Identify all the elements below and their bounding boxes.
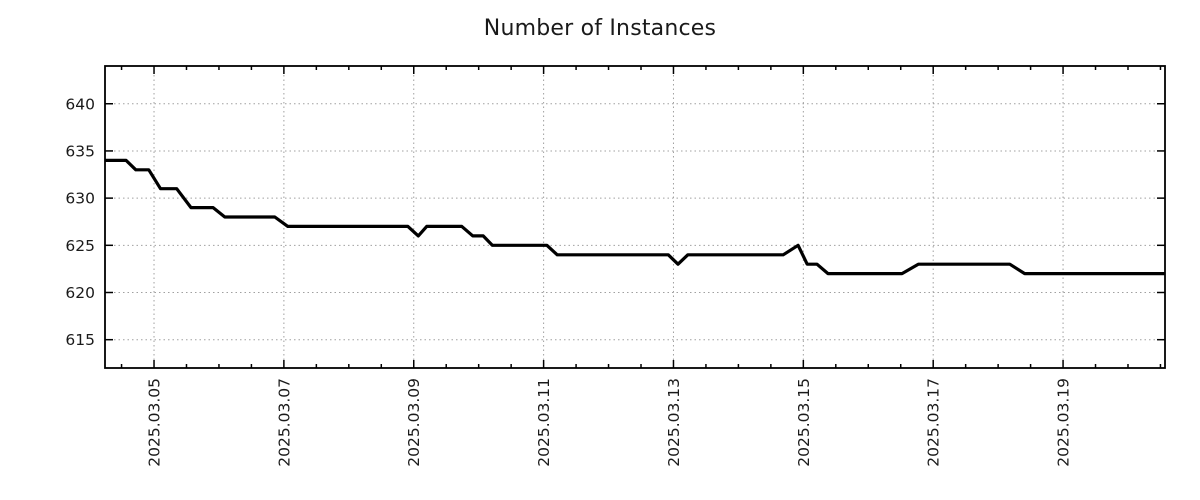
y-tick-label: 635 [65,142,95,160]
y-tick-label: 615 [65,331,95,349]
chart-title: Number of Instances [483,16,717,41]
x-tick-label: 2025.03.07 [275,378,293,467]
x-tick-label: 2025.03.11 [535,378,553,467]
y-tick-label: 625 [65,237,95,255]
data-line-instances [105,158,1165,276]
x-tick-label: 2025.03.19 [1055,378,1073,467]
y-tick-label: 620 [65,284,95,302]
x-tick-label: 2025.03.09 [405,378,423,467]
y-tick-label: 630 [65,190,95,208]
y-tick-label: 640 [65,95,95,113]
x-tick-label: 2025.03.05 [146,378,164,467]
plot-frame [104,65,1166,369]
x-tick-label: 2025.03.13 [665,378,683,467]
x-tick-label: 2025.03.17 [925,378,943,467]
x-tick-label: 2025.03.15 [795,378,813,467]
